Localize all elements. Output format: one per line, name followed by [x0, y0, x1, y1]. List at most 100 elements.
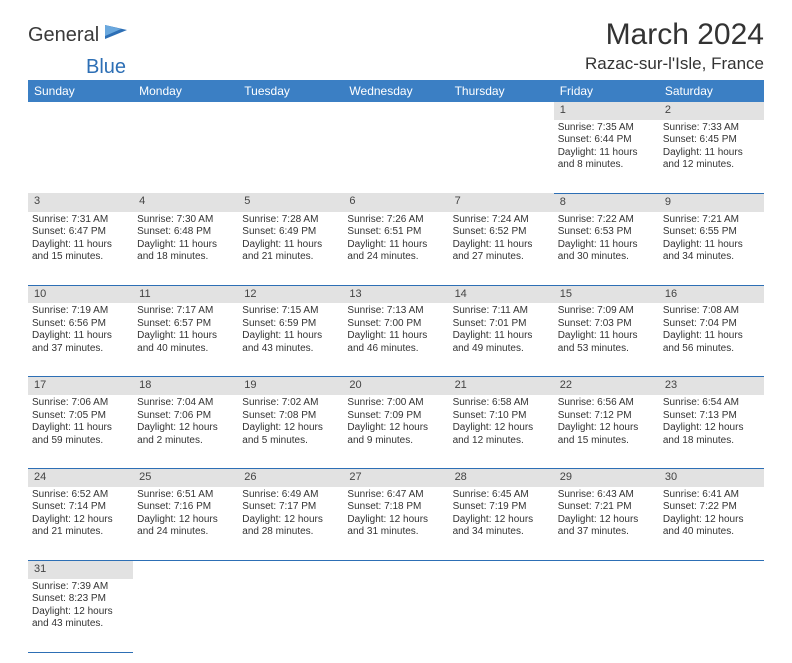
weekday-header: Tuesday [238, 80, 343, 102]
daynum-row: 24252627282930 [28, 469, 764, 487]
day-day1: Daylight: 12 hours [137, 422, 234, 435]
day-cell: Sunrise: 6:47 AMSunset: 7:18 PMDaylight:… [343, 487, 448, 561]
day-number [238, 102, 343, 120]
day-number [343, 560, 448, 578]
day-cell: Sunrise: 6:43 AMSunset: 7:21 PMDaylight:… [554, 487, 659, 561]
day-day1: Daylight: 11 hours [32, 239, 129, 252]
day-sunset: Sunset: 7:09 PM [347, 410, 444, 423]
day-sunrise: Sunrise: 7:35 AM [558, 122, 655, 135]
day-cell [554, 579, 659, 653]
day-number [28, 102, 133, 120]
day-day1: Daylight: 12 hours [663, 514, 760, 527]
day-cell: Sunrise: 7:35 AMSunset: 6:44 PMDaylight:… [554, 120, 659, 194]
day-sunset: Sunset: 7:10 PM [453, 410, 550, 423]
day-sunset: Sunset: 6:59 PM [242, 318, 339, 331]
day-sunrise: Sunrise: 7:26 AM [347, 214, 444, 227]
day-sunrise: Sunrise: 7:11 AM [453, 305, 550, 318]
day-sunrise: Sunrise: 7:28 AM [242, 214, 339, 227]
day-sunrise: Sunrise: 7:13 AM [347, 305, 444, 318]
day-number [238, 560, 343, 578]
day-cell: Sunrise: 6:56 AMSunset: 7:12 PMDaylight:… [554, 395, 659, 469]
day-day2: and 34 minutes. [453, 526, 550, 539]
day-sunrise: Sunrise: 7:19 AM [32, 305, 129, 318]
day-cell: Sunrise: 6:49 AMSunset: 7:17 PMDaylight:… [238, 487, 343, 561]
day-number: 1 [554, 102, 659, 120]
day-cell: Sunrise: 6:51 AMSunset: 7:16 PMDaylight:… [133, 487, 238, 561]
day-number: 3 [28, 193, 133, 211]
day-cell [343, 579, 448, 653]
day-day2: and 28 minutes. [242, 526, 339, 539]
day-cell: Sunrise: 6:41 AMSunset: 7:22 PMDaylight:… [659, 487, 764, 561]
day-number: 25 [133, 469, 238, 487]
day-number: 19 [238, 377, 343, 395]
weekday-header: Thursday [449, 80, 554, 102]
day-day1: Daylight: 11 hours [347, 239, 444, 252]
day-day2: and 27 minutes. [453, 251, 550, 264]
day-number: 12 [238, 285, 343, 303]
day-cell: Sunrise: 7:28 AMSunset: 6:49 PMDaylight:… [238, 212, 343, 286]
day-day1: Daylight: 11 hours [558, 239, 655, 252]
day-cell [343, 120, 448, 194]
day-number [133, 560, 238, 578]
day-sunset: Sunset: 6:52 PM [453, 226, 550, 239]
day-sunset: Sunset: 7:00 PM [347, 318, 444, 331]
day-day1: Daylight: 12 hours [32, 514, 129, 527]
day-day1: Daylight: 11 hours [558, 330, 655, 343]
day-cell: Sunrise: 7:22 AMSunset: 6:53 PMDaylight:… [554, 212, 659, 286]
day-cell: Sunrise: 7:19 AMSunset: 6:56 PMDaylight:… [28, 303, 133, 377]
daynum-row: 17181920212223 [28, 377, 764, 395]
day-day2: and 43 minutes. [32, 618, 129, 631]
day-day1: Daylight: 11 hours [663, 147, 760, 160]
day-content-row: Sunrise: 6:52 AMSunset: 7:14 PMDaylight:… [28, 487, 764, 561]
day-content-row: Sunrise: 7:31 AMSunset: 6:47 PMDaylight:… [28, 212, 764, 286]
flag-icon [105, 25, 127, 46]
day-day1: Daylight: 11 hours [453, 239, 550, 252]
day-sunset: Sunset: 6:51 PM [347, 226, 444, 239]
day-sunset: Sunset: 7:19 PM [453, 501, 550, 514]
weekday-header: Wednesday [343, 80, 448, 102]
day-day2: and 15 minutes. [558, 435, 655, 448]
day-day1: Daylight: 11 hours [32, 422, 129, 435]
day-number: 13 [343, 285, 448, 303]
day-day2: and 18 minutes. [663, 435, 760, 448]
day-sunset: Sunset: 7:03 PM [558, 318, 655, 331]
day-sunrise: Sunrise: 7:39 AM [32, 581, 129, 594]
day-number: 7 [449, 193, 554, 211]
day-number: 23 [659, 377, 764, 395]
day-day2: and 24 minutes. [347, 251, 444, 264]
day-number: 24 [28, 469, 133, 487]
day-sunset: Sunset: 6:53 PM [558, 226, 655, 239]
day-cell [133, 120, 238, 194]
day-day1: Daylight: 11 hours [137, 330, 234, 343]
day-content-row: Sunrise: 7:39 AMSunset: 8:23 PMDaylight:… [28, 579, 764, 653]
day-sunrise: Sunrise: 7:21 AM [663, 214, 760, 227]
day-number [449, 560, 554, 578]
day-sunrise: Sunrise: 7:08 AM [663, 305, 760, 318]
day-cell: Sunrise: 7:26 AMSunset: 6:51 PMDaylight:… [343, 212, 448, 286]
day-sunset: Sunset: 7:17 PM [242, 501, 339, 514]
day-cell [238, 579, 343, 653]
day-cell [449, 579, 554, 653]
day-day1: Daylight: 11 hours [242, 239, 339, 252]
day-day1: Daylight: 11 hours [242, 330, 339, 343]
day-sunrise: Sunrise: 6:45 AM [453, 489, 550, 502]
day-day1: Daylight: 12 hours [663, 422, 760, 435]
day-day1: Daylight: 11 hours [137, 239, 234, 252]
day-day1: Daylight: 12 hours [242, 514, 339, 527]
day-sunset: Sunset: 6:49 PM [242, 226, 339, 239]
day-day2: and 12 minutes. [663, 159, 760, 172]
day-cell: Sunrise: 7:39 AMSunset: 8:23 PMDaylight:… [28, 579, 133, 653]
day-day2: and 43 minutes. [242, 343, 339, 356]
day-day1: Daylight: 11 hours [347, 330, 444, 343]
day-cell: Sunrise: 6:52 AMSunset: 7:14 PMDaylight:… [28, 487, 133, 561]
day-cell: Sunrise: 7:24 AMSunset: 6:52 PMDaylight:… [449, 212, 554, 286]
day-day2: and 21 minutes. [32, 526, 129, 539]
day-number: 27 [343, 469, 448, 487]
day-cell: Sunrise: 7:31 AMSunset: 6:47 PMDaylight:… [28, 212, 133, 286]
day-day2: and 21 minutes. [242, 251, 339, 264]
day-sunrise: Sunrise: 6:47 AM [347, 489, 444, 502]
day-cell [449, 120, 554, 194]
day-sunset: Sunset: 6:55 PM [663, 226, 760, 239]
day-number: 16 [659, 285, 764, 303]
day-cell [659, 579, 764, 653]
